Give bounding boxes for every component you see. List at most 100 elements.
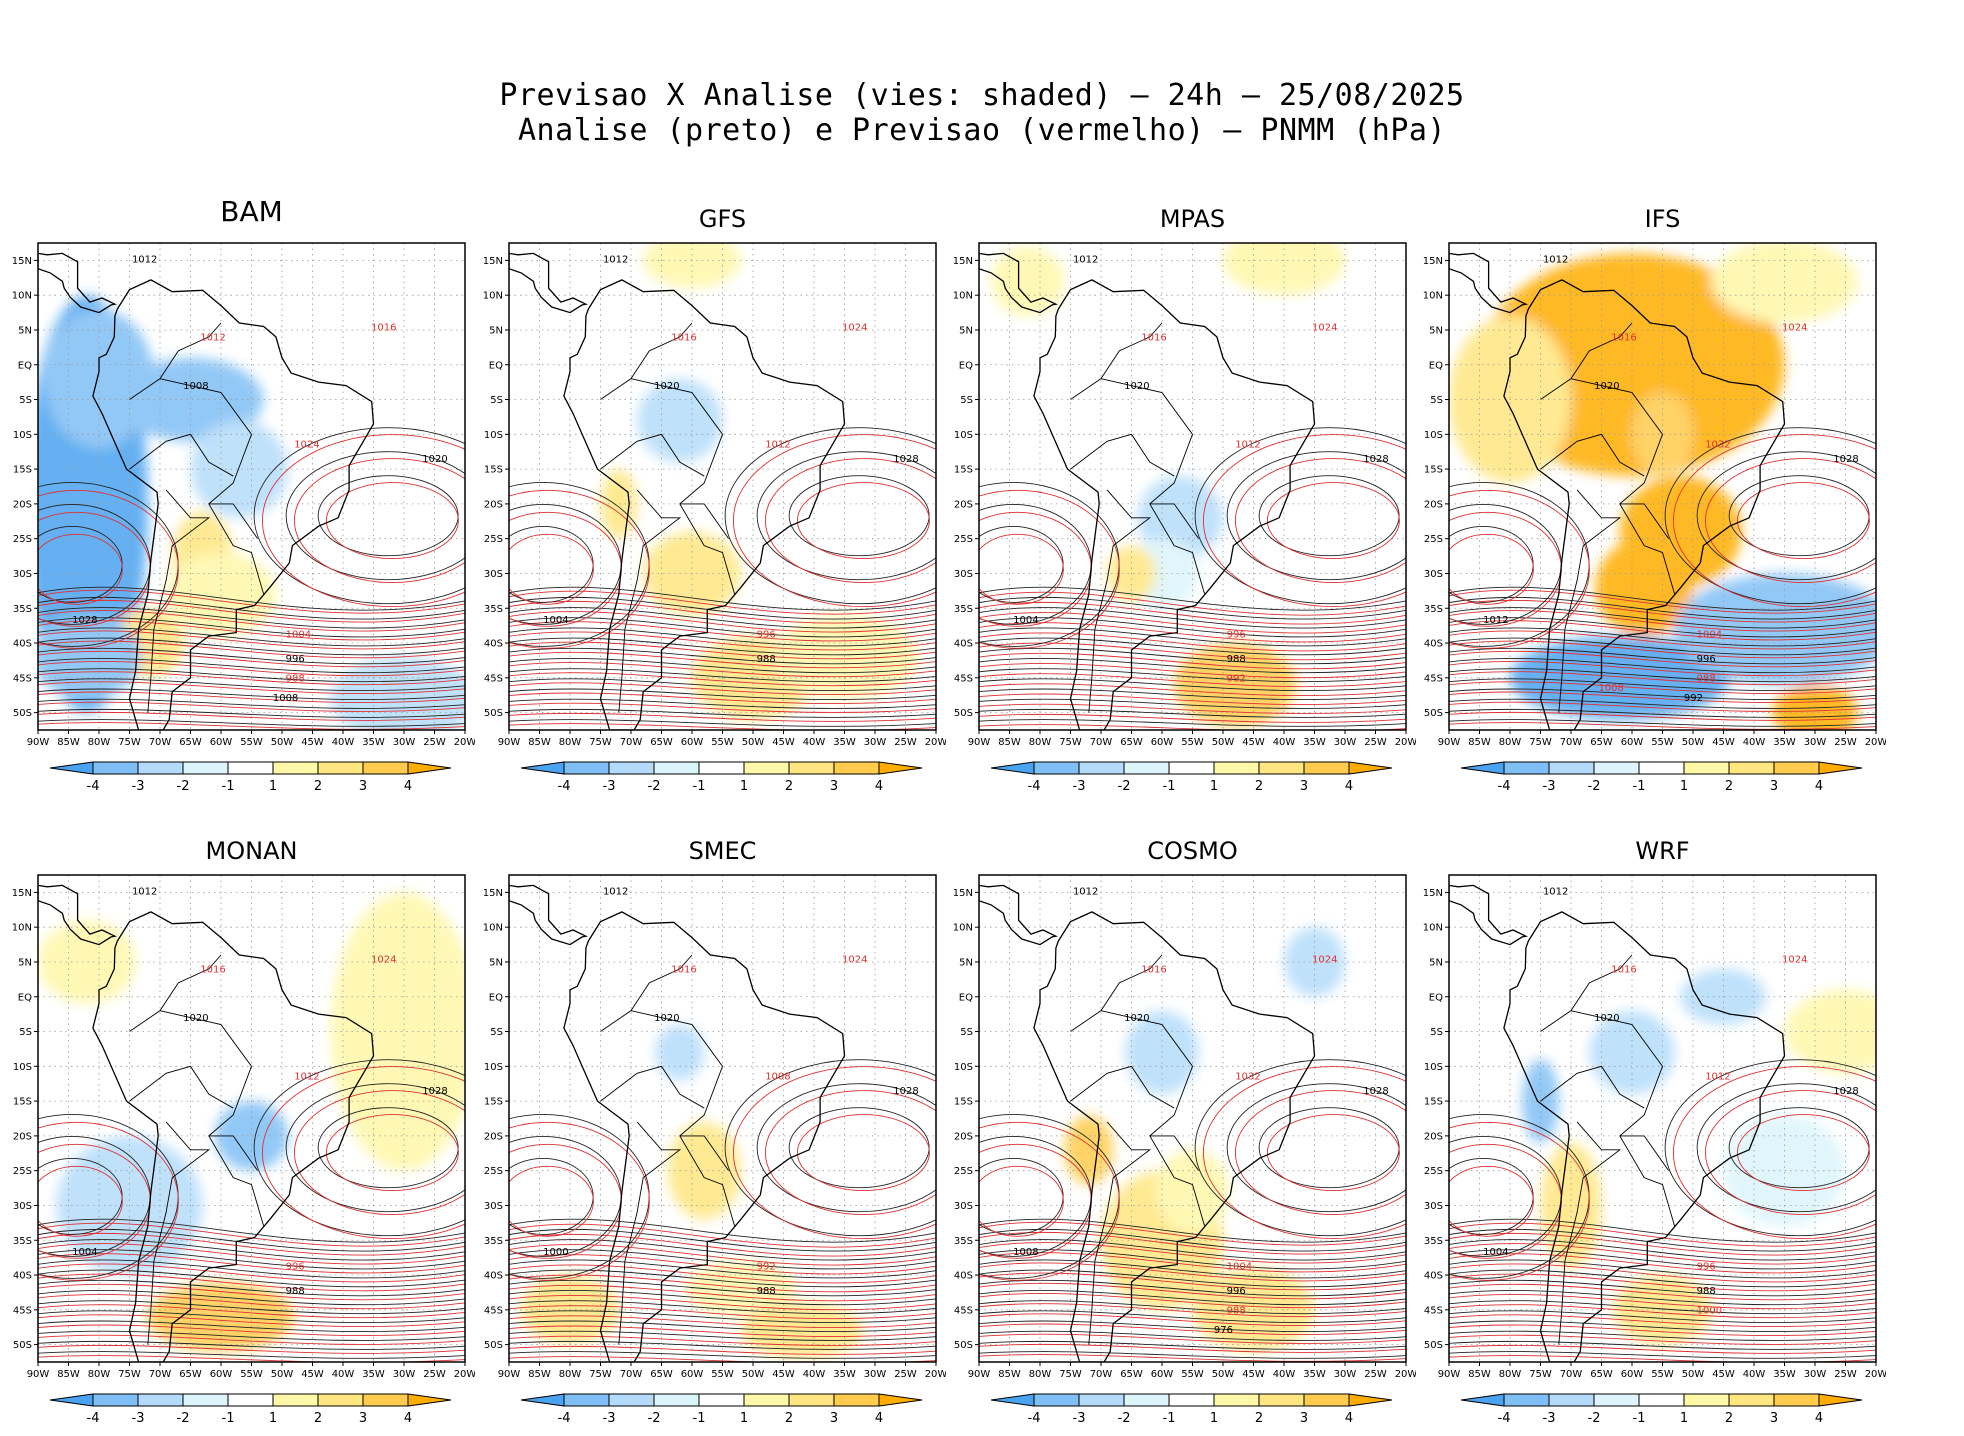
lat-tick-label: 15S: [954, 465, 973, 476]
colorbar-segment: [1548, 1393, 1595, 1407]
colorbar-label: -4: [558, 1411, 571, 1426]
lat-tick-label: EQ: [1429, 992, 1443, 1003]
lon-tick-label: 50W: [271, 737, 294, 748]
lat-tick-label: 20S: [13, 1131, 32, 1142]
lat-tick-label: 5N: [959, 957, 973, 968]
lon-tick-label: 40W: [803, 737, 826, 748]
lon-tick-label: 40W: [332, 737, 355, 748]
lat-tick-label: 15S: [13, 465, 32, 476]
lat-tick-label: 20S: [954, 1131, 973, 1142]
colorbar-label: -2: [177, 779, 190, 794]
lon-tick-label: 30W: [864, 1369, 887, 1380]
colorbar-segment: [227, 1393, 274, 1407]
contour-label: 992: [1684, 693, 1703, 704]
colorbar-label: 1: [740, 1411, 748, 1426]
contour-label: 1024: [842, 323, 867, 334]
isobar-contours: [1449, 1059, 1876, 1362]
lat-tick-label: 30S: [13, 1201, 32, 1212]
colorbar-label: -2: [1118, 779, 1131, 794]
lon-tick-label: 75W: [1059, 737, 1082, 748]
contour-label: 1020: [1594, 381, 1619, 392]
lon-tick-label: 30W: [393, 1369, 416, 1380]
lat-tick-label: 20S: [484, 499, 503, 510]
colorbar-label: 4: [404, 1411, 412, 1426]
lon-tick-label: 55W: [1651, 737, 1674, 748]
colorbar-label: -1: [1163, 1411, 1176, 1426]
lon-tick-label: 60W: [1151, 737, 1174, 748]
lat-tick-label: 20S: [13, 499, 32, 510]
lon-tick-label: 70W: [1560, 1369, 1583, 1380]
lon-tick-label: 30W: [1334, 737, 1357, 748]
colorbar-segment: [1123, 761, 1170, 775]
lon-tick-label: 75W: [1059, 1369, 1082, 1380]
lat-tick-label: 45S: [954, 1305, 973, 1316]
lat-tick-label: 25S: [954, 534, 973, 545]
colorbar-label: 3: [359, 1411, 367, 1426]
contour-label: 1016: [1611, 964, 1636, 975]
lon-tick-label: 30W: [864, 737, 887, 748]
contour-label: 988: [757, 1286, 776, 1297]
contour-label: 1004: [286, 629, 311, 640]
lon-tick-label: 65W: [179, 737, 202, 748]
lon-tick-label: 80W: [1499, 1369, 1522, 1380]
lon-tick-label: 25W: [1834, 737, 1857, 748]
lon-tick-label: 45W: [1242, 1369, 1265, 1380]
lat-tick-label: EQ: [489, 992, 503, 1003]
bias-patch: [1784, 989, 1876, 1074]
lon-tick-label: 30W: [1804, 737, 1827, 748]
lat-tick-label: 25S: [1424, 1166, 1443, 1177]
contour-label: 1012: [603, 254, 628, 265]
lat-tick-label: 10N: [953, 923, 973, 934]
lat-tick-label: 15S: [484, 465, 503, 476]
lat-tick-label: EQ: [18, 992, 32, 1003]
lat-tick-label: 50S: [954, 1340, 973, 1351]
lon-tick-label: 85W: [528, 737, 551, 748]
contour-label: 992: [1227, 673, 1246, 684]
colorbar-label: 2: [1725, 779, 1733, 794]
contour-label: 1000: [1697, 1305, 1722, 1316]
contour-label: 1008: [1013, 1247, 1038, 1258]
contour-label: 1008: [1598, 683, 1623, 694]
colorbar-segment: [563, 761, 610, 775]
lat-tick-label: 15N: [1423, 256, 1443, 267]
lon-tick-label: 55W: [1181, 737, 1204, 748]
lat-tick-label: 5N: [489, 325, 503, 336]
panel-title-monan: MONAN: [205, 837, 298, 865]
lat-tick-label: 5S: [490, 1027, 503, 1038]
colorbar-segment: [743, 761, 790, 775]
lon-tick-label: 90W: [968, 737, 991, 748]
colorbar-bam: -4 -3 -2 -1 1 2 3 4: [50, 761, 452, 794]
contour-label: 1024: [1312, 955, 1337, 966]
map-panel-wrf: 1012 1016 1020 1024 1028 1012 1004 996 988 1000 15…: [1423, 874, 1886, 1380]
colorbar-wrf: -4 -3 -2 -1 1 2 3 4: [1461, 1393, 1863, 1426]
colorbar-label: -1: [222, 1411, 235, 1426]
lat-tick-label: 40S: [1424, 639, 1443, 650]
lat-tick-label: 45S: [954, 673, 973, 684]
colorbar-label: 3: [1770, 779, 1778, 794]
contour-label: 1012: [294, 1072, 319, 1083]
lon-tick-label: 35W: [1303, 1369, 1326, 1380]
bias-patch: [637, 378, 723, 463]
lon-tick-label: 90W: [498, 737, 521, 748]
lat-tick-label: 5S: [960, 395, 973, 406]
lon-tick-label: 90W: [968, 1369, 991, 1380]
lon-tick-label: 70W: [1090, 737, 1113, 748]
lon-tick-label: 85W: [1468, 1369, 1491, 1380]
lat-tick-label: 5S: [1430, 395, 1443, 406]
lon-tick-label: 85W: [998, 737, 1021, 748]
lat-tick-label: 35S: [954, 1236, 973, 1247]
lon-tick-label: 20W: [1865, 1369, 1886, 1380]
lon-tick-label: 35W: [1773, 737, 1796, 748]
lon-tick-label: 90W: [27, 1369, 50, 1380]
lon-tick-label: 30W: [1804, 1369, 1827, 1380]
lon-tick-label: 80W: [1029, 737, 1052, 748]
lat-tick-label: 5S: [1430, 1027, 1443, 1038]
contour-label: 1028: [1363, 454, 1388, 465]
colorbar-segment: [653, 1393, 700, 1407]
colorbar-segment: [182, 1393, 229, 1407]
colorbar-segment: [698, 761, 745, 775]
lon-tick-label: 60W: [210, 1369, 233, 1380]
lat-tick-label: 5N: [18, 325, 32, 336]
colorbar-label: -3: [1073, 779, 1086, 794]
lat-tick-label: 25S: [484, 534, 503, 545]
